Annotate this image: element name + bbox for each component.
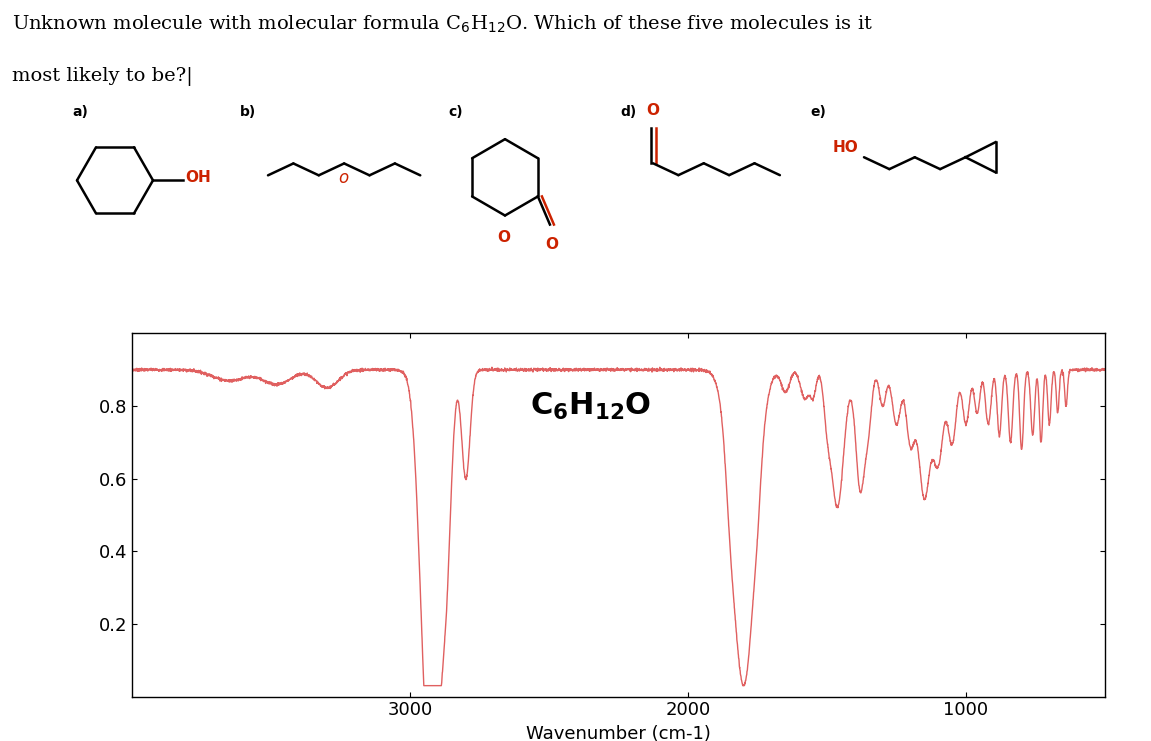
X-axis label: Wavenumber (cm-1): Wavenumber (cm-1) — [526, 725, 711, 741]
Text: most likely to be?|: most likely to be?| — [12, 67, 192, 86]
Text: e): e) — [810, 105, 826, 119]
Text: HO: HO — [833, 140, 859, 155]
Text: Unknown molecule with molecular formula C$_6$H$_{12}$O. Which of these five mole: Unknown molecule with molecular formula … — [12, 13, 872, 35]
Text: c): c) — [448, 105, 463, 119]
Text: a): a) — [73, 105, 87, 119]
Text: O: O — [497, 230, 511, 245]
Text: o: o — [338, 168, 349, 187]
Text: b): b) — [241, 105, 257, 119]
Text: O: O — [546, 236, 558, 252]
Text: OH: OH — [185, 170, 211, 185]
Text: d): d) — [620, 105, 637, 119]
Text: $\mathbf{C_6H_{12}O}$: $\mathbf{C_6H_{12}O}$ — [531, 391, 651, 422]
Text: O: O — [647, 103, 660, 118]
